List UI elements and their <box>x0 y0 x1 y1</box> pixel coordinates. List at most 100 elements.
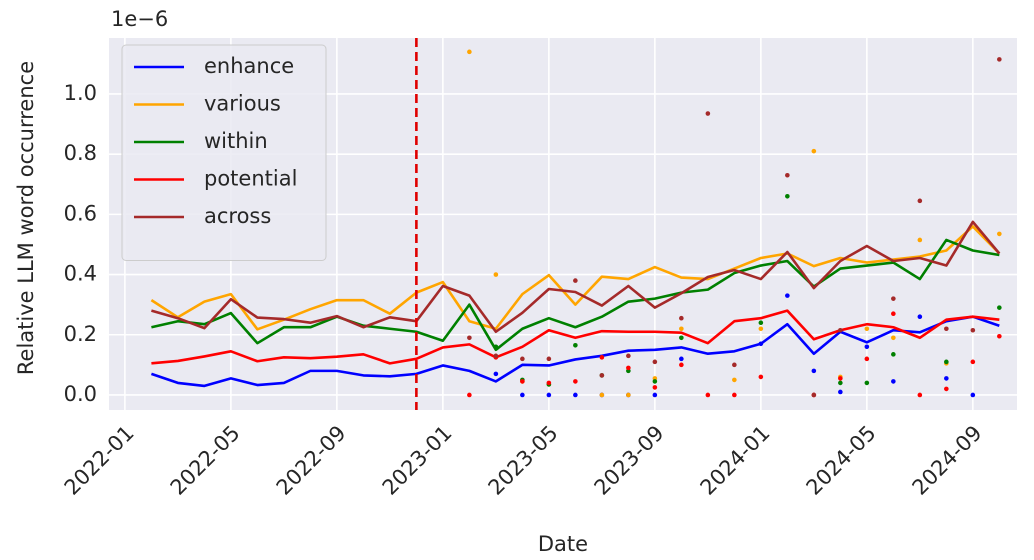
x-tick-label: 2022-05 <box>166 421 245 500</box>
series-line <box>150 315 1000 388</box>
point <box>944 326 949 332</box>
point <box>732 392 737 398</box>
legend-label: across <box>204 204 271 228</box>
point <box>599 392 605 398</box>
point <box>997 57 1002 62</box>
x-tick-label: 2023-01 <box>378 421 457 500</box>
point <box>520 379 525 384</box>
series-line <box>151 238 1000 352</box>
point <box>811 148 817 154</box>
point <box>520 392 525 398</box>
point <box>785 293 790 298</box>
point <box>679 362 684 368</box>
point <box>917 392 923 398</box>
point <box>626 392 631 398</box>
point <box>546 380 552 386</box>
point <box>493 353 499 359</box>
point <box>944 386 949 392</box>
point <box>997 231 1002 237</box>
point <box>838 327 843 333</box>
point <box>997 333 1002 339</box>
point <box>573 392 578 398</box>
series-line <box>151 309 1000 365</box>
point <box>811 392 817 398</box>
y-tick-label: 1.0 <box>64 81 97 105</box>
point <box>626 365 631 371</box>
point <box>520 356 525 362</box>
x-tick-label: 2022-09 <box>272 421 351 500</box>
point <box>652 392 658 398</box>
marks <box>150 38 1002 410</box>
point <box>864 356 870 362</box>
y-tick-label: 0.8 <box>64 141 97 165</box>
series-line <box>151 220 1001 334</box>
x-tick-label: 2024-01 <box>696 421 775 500</box>
legend-label: enhance <box>204 54 294 78</box>
point <box>573 278 578 283</box>
point <box>652 379 658 384</box>
point <box>467 392 472 398</box>
point <box>917 314 923 319</box>
series-line <box>150 225 1001 331</box>
point <box>679 315 684 321</box>
point <box>758 341 764 347</box>
point <box>679 356 684 362</box>
legend-label: potential <box>204 167 297 191</box>
point <box>758 374 764 380</box>
y-tick-label: 0.0 <box>64 382 97 406</box>
point <box>891 311 896 316</box>
point <box>652 359 658 365</box>
point <box>493 344 499 350</box>
point <box>970 392 976 398</box>
point <box>891 379 896 384</box>
point <box>732 377 737 383</box>
point <box>785 194 790 199</box>
point <box>785 172 790 178</box>
point <box>970 327 976 333</box>
point <box>599 355 605 360</box>
point <box>891 335 896 341</box>
y-axis-label: Relative LLM word occurrence <box>14 61 38 375</box>
point <box>493 272 499 277</box>
point <box>944 359 949 365</box>
point <box>705 111 711 116</box>
legend-label: within <box>204 129 268 153</box>
point <box>467 335 472 341</box>
point <box>705 392 711 398</box>
x-tick-label: 2023-09 <box>590 421 669 500</box>
y-tick-label: 0.2 <box>64 322 97 346</box>
point <box>838 389 843 395</box>
point <box>467 49 472 55</box>
point <box>679 326 684 332</box>
point <box>758 320 764 326</box>
x-tick-label: 2023-05 <box>484 421 563 500</box>
point <box>864 380 870 386</box>
point <box>573 342 578 348</box>
point <box>891 296 896 301</box>
point <box>493 371 499 377</box>
point <box>838 380 843 386</box>
point <box>811 368 817 374</box>
point <box>599 373 605 378</box>
legend-box <box>121 44 327 261</box>
point <box>546 392 552 398</box>
point <box>970 359 976 365</box>
offset-label: 1e−6 <box>111 7 168 31</box>
point <box>864 344 870 350</box>
legend-label: various <box>204 92 281 116</box>
x-tick-label: 2022-01 <box>60 421 139 500</box>
point <box>679 335 684 341</box>
y-tick-label: 0.4 <box>64 262 97 286</box>
point <box>573 379 578 384</box>
legend: enhance various within potential across <box>121 44 327 261</box>
point <box>626 353 631 359</box>
point <box>917 237 923 243</box>
x-tick-label: 2024-05 <box>802 421 881 500</box>
x-tick-label: 2024-09 <box>908 421 987 500</box>
point <box>864 326 870 332</box>
point <box>891 352 896 357</box>
y-tick-label: 0.6 <box>64 201 97 225</box>
point <box>546 356 552 362</box>
point <box>758 326 764 332</box>
